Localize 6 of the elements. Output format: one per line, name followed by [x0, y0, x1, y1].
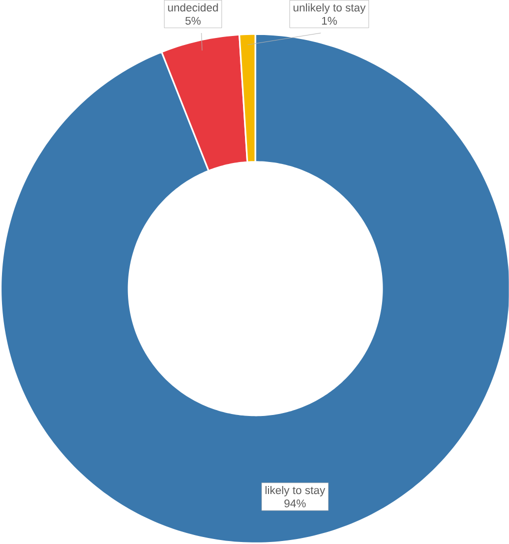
- data-label: 1%: [322, 16, 337, 25]
- slice-label: likely to stay: [266, 486, 326, 496]
- data-label: 94%: [284, 500, 306, 508]
- data-label: 5%: [186, 16, 201, 25]
- slice-label: undecided: [168, 3, 218, 12]
- slice-label: unlikely to stay: [294, 3, 366, 14]
